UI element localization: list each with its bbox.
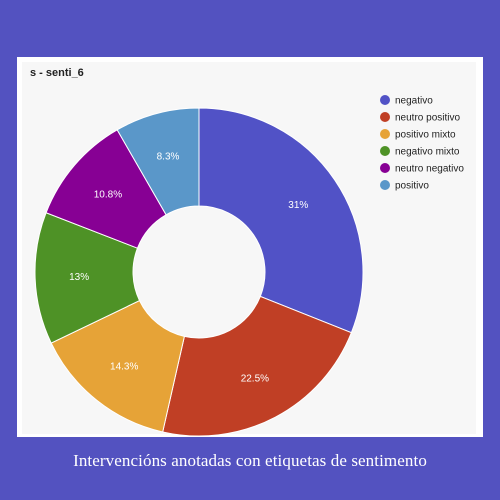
slice-label-negativo: 31%	[288, 200, 308, 211]
slice-label-neutro-negativo: 10.8%	[94, 189, 122, 200]
slice-negativo-mixto[interactable]	[34, 212, 141, 344]
legend-marker-negativo	[380, 95, 390, 105]
slice-label-positivo-mixto: 14.3%	[110, 361, 138, 372]
slice-label-positivo: 8.3%	[157, 152, 180, 163]
legend-label-negativo-mixto[interactable]: negativo mixto	[395, 147, 460, 158]
chart-title: s - senti_6	[30, 67, 84, 79]
legend-label-positivo-mixto[interactable]: positivo mixto	[395, 130, 456, 141]
slice-positivo[interactable]	[116, 107, 200, 216]
chart-card: 31% 22.5% 14.3% 13% 10.8% 8.3% negativo neutro…	[17, 57, 483, 437]
legend-label-neutro-negativo[interactable]: neutro negativo	[395, 164, 464, 175]
legend-label-negativo[interactable]: negativo	[395, 96, 433, 107]
slice-label-negativo-mixto: 13%	[69, 272, 89, 283]
slice-positivo-mixto[interactable]	[50, 299, 185, 433]
legend-marker-positivo	[380, 180, 390, 190]
legend-marker-negativo-mixto	[380, 146, 390, 156]
slice-negativo[interactable]	[198, 107, 364, 334]
legend-label-neutro-positivo[interactable]: neutro positivo	[395, 113, 460, 124]
legend-marker-neutro-positivo	[380, 112, 390, 122]
legend-marker-neutro-negativo	[380, 163, 390, 173]
slice-neutro-positivo[interactable]	[162, 295, 353, 437]
slice-label-neutro-positivo: 22.5%	[241, 374, 269, 385]
chart-legend: negativo neutro positivo positivo mixto neg…	[380, 95, 464, 192]
legend-label-positivo[interactable]: positivo	[395, 181, 429, 192]
image-caption: Intervencións anotadas con etiquetas de …	[73, 451, 427, 470]
donut-chart: 31% 22.5% 14.3% 13% 10.8% 8.3% negativo neutro…	[22, 62, 476, 437]
legend-marker-positivo-mixto	[380, 129, 390, 139]
